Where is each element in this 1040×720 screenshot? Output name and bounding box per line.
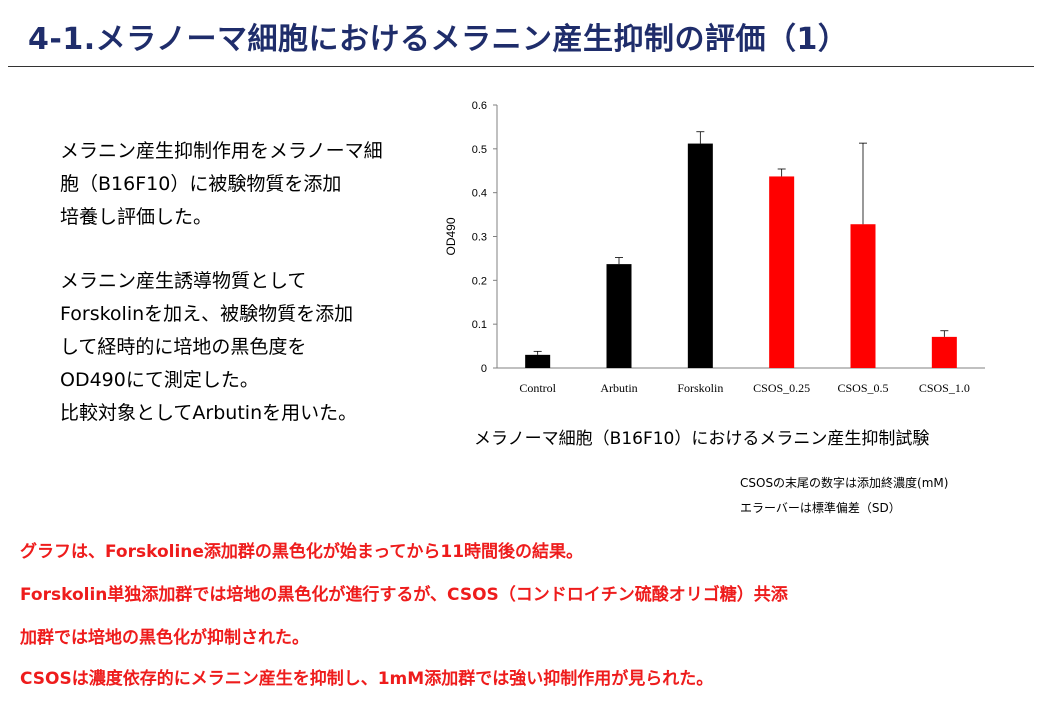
intro-line: 胞（B16F10）に被験物質を添加 (60, 173, 342, 195)
conclusion-line: 加群では培地の黒色化が抑制された。 (20, 628, 309, 648)
x-tick-label: Control (519, 381, 556, 395)
title-divider (8, 66, 1034, 67)
bar-chart: 0 0.1 0.2 0.3 0.4 0.5 0.6 OD490 Control Arbutin Fo… (444, 100, 985, 395)
bar (606, 264, 632, 368)
bar (931, 336, 957, 368)
y-tick-label: 0.4 (472, 188, 487, 200)
note-concentration: CSOSの末尾の数字は添加終濃度(mM) (740, 476, 949, 490)
y-tick-label: 0.6 (472, 100, 487, 112)
y-tick-label: 0.5 (472, 144, 487, 156)
note-error-bars: エラーバーは標準偏差（SD） (740, 501, 901, 515)
intro-line: OD490にて測定した。 (60, 369, 259, 391)
y-tick-label: 0 (481, 363, 487, 375)
y-axis-label: OD490 (444, 217, 458, 255)
conclusion-line: CSOSは濃度依存的にメラニン産生を抑制し、1mM添加群では強い抑制作用が見られ… (20, 669, 714, 689)
x-tick-label: CSOS_0.5 (837, 381, 888, 395)
intro-line: メラニン産生抑制作用をメラノーマ細 (60, 140, 383, 162)
bar (769, 176, 795, 368)
x-tick-label: CSOS_0.25 (753, 381, 810, 395)
intro-line: Forskolinを加え、被験物質を添加 (60, 303, 354, 325)
y-tick-label: 0.2 (472, 275, 487, 287)
bar (687, 143, 713, 368)
conclusion-line: Forskolin単独添加群では培地の黒色化が進行するが、CSOS（コンドロイチ… (20, 585, 788, 605)
x-tick-label: Forskolin (677, 381, 723, 395)
x-tick-label: CSOS_1.0 (919, 381, 970, 395)
bar (850, 224, 876, 368)
y-tick-label: 0.1 (472, 319, 487, 331)
intro-line: 培養し評価した。 (60, 206, 213, 228)
chart-caption: メラノーマ細胞（B16F10）におけるメラニン産生抑制試験 (474, 429, 930, 449)
conclusion-line: グラフは、Forskoline添加群の黒色化が始まってから11時間後の結果。 (20, 542, 584, 562)
intro-line: メラニン産生誘導物質として (60, 270, 307, 292)
slide-title: 4-1.メラノーマ細胞におけるメラニン産生抑制の評価（1） (28, 22, 849, 57)
intro-line: 比較対象としてArbutinを用いた。 (60, 402, 358, 424)
bar (525, 354, 551, 368)
y-tick-label: 0.3 (472, 232, 487, 244)
intro-line: して経時的に培地の黒色度を (60, 336, 307, 358)
x-tick-label: Arbutin (600, 381, 637, 395)
